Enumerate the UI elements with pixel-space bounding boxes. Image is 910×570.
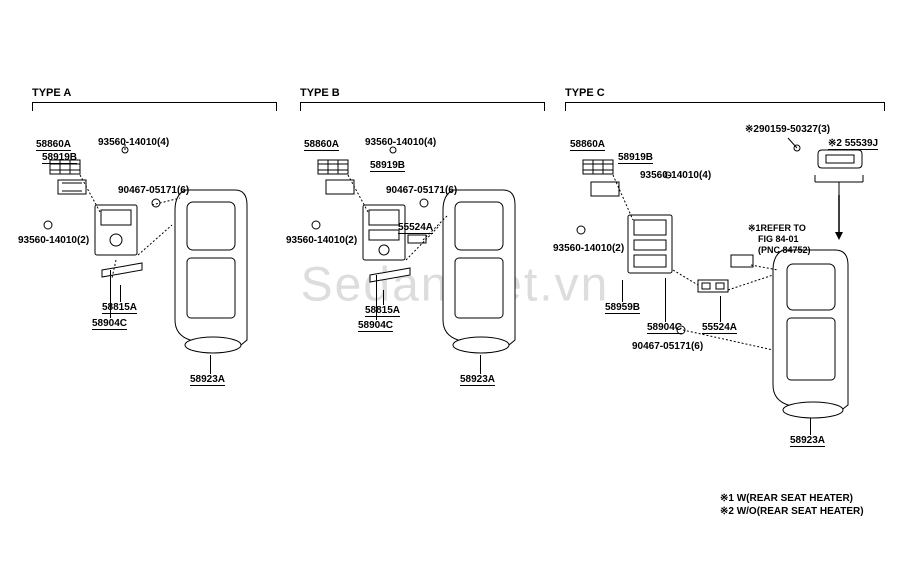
a-58919b-label: 58919B bbox=[42, 152, 77, 164]
c-55524a-label: 55524A bbox=[702, 322, 737, 334]
c-58904c-label: 58904C bbox=[647, 322, 682, 334]
c-55524-leader bbox=[720, 296, 721, 322]
b-58923a-leader bbox=[480, 355, 481, 374]
type-c-bracket bbox=[565, 102, 885, 110]
b-93560-4-label: 93560-14010(4) bbox=[365, 137, 436, 148]
c-93560-4-label: 93560-14010(4) bbox=[640, 170, 711, 181]
a-58860a-label: 58860A bbox=[36, 139, 71, 151]
type-a-label: TYPE A bbox=[32, 87, 71, 99]
a-93560-2-label: 93560-14010(2) bbox=[18, 235, 89, 246]
c-58959b-label: 58959B bbox=[605, 302, 640, 314]
b-55524a-label: 55524A bbox=[398, 222, 433, 234]
footnote-1: ※1 W(REAR SEAT HEATER) bbox=[720, 493, 853, 504]
c-55539j-label: ※2 55539J bbox=[828, 138, 878, 150]
c-58959-leader bbox=[622, 280, 623, 302]
c-refer-note: ※1REFER TO bbox=[748, 223, 806, 234]
a-58815-leader bbox=[120, 285, 121, 302]
b-58815a-label: 58815A bbox=[365, 305, 400, 317]
b-93560-2-label: 93560-14010(2) bbox=[286, 235, 357, 246]
c-58919b-label: 58919B bbox=[618, 152, 653, 164]
b-58860a-label: 58860A bbox=[304, 139, 339, 151]
c-58904-leader bbox=[665, 278, 666, 322]
type-b-bracket bbox=[300, 102, 545, 110]
type-b-label: TYPE B bbox=[300, 87, 340, 99]
c-290159-label: ※290159-50327(3) bbox=[745, 124, 830, 135]
b-58919b-label: 58919B bbox=[370, 160, 405, 172]
a-58904-leader bbox=[110, 270, 111, 318]
c-58923a-label: 58923A bbox=[790, 435, 825, 447]
b-90467-label: 90467-05171(6) bbox=[386, 185, 457, 196]
b-58904c-label: 58904C bbox=[358, 320, 393, 332]
type-c-diagram bbox=[563, 120, 893, 450]
type-c-label: TYPE C bbox=[565, 87, 605, 99]
c-refer-fig: FIG 84-01 bbox=[758, 234, 799, 244]
a-90467-label: 90467-05171(6) bbox=[118, 185, 189, 196]
b-58904-leader bbox=[376, 275, 377, 320]
b-58923a-label: 58923A bbox=[460, 374, 495, 386]
a-58815a-label: 58815A bbox=[102, 302, 137, 314]
a-93560-4-label: 93560-14010(4) bbox=[98, 137, 169, 148]
c-refer-pnc: (PNC 84752) bbox=[758, 245, 811, 255]
a-58904c-label: 58904C bbox=[92, 318, 127, 330]
type-b-diagram bbox=[298, 120, 548, 400]
c-58923a-leader bbox=[810, 418, 811, 435]
type-a-bracket bbox=[32, 102, 277, 110]
c-93560-2-label: 93560-14010(2) bbox=[553, 243, 624, 254]
b-58815-leader bbox=[383, 290, 384, 305]
c-90467-label: 90467-05171(6) bbox=[632, 341, 703, 352]
c-58860a-label: 58860A bbox=[570, 139, 605, 151]
footnote-2: ※2 W/O(REAR SEAT HEATER) bbox=[720, 506, 864, 517]
a-58923a-label: 58923A bbox=[190, 374, 225, 386]
a-58923a-leader bbox=[210, 355, 211, 374]
